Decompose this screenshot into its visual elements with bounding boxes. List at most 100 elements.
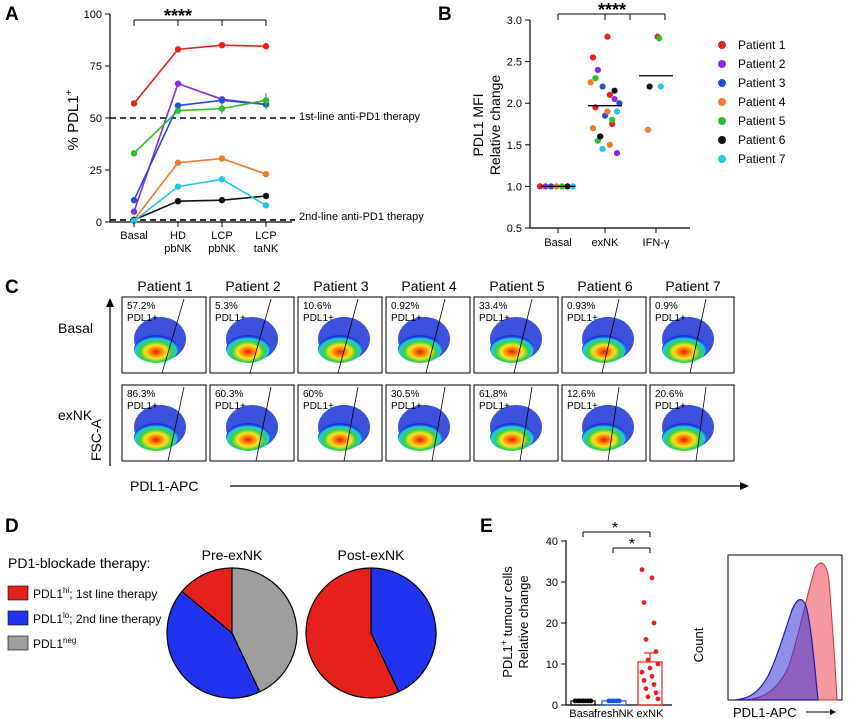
panel-e-xlabel: freshNK xyxy=(594,708,634,719)
panel-b-xlabel: Basal xyxy=(544,237,572,249)
panel-b-ytick-label: 1.5 xyxy=(507,140,522,152)
panel-e-significance: * * xyxy=(582,520,651,553)
flow-gate-line xyxy=(695,386,707,462)
panel-b-significance: **** xyxy=(557,0,666,20)
pie-legend-label: PDL1neg xyxy=(33,636,76,651)
flow-cloud-inner xyxy=(398,423,442,451)
gate-percent: 60.3% xyxy=(215,389,243,400)
panel-b-legend-dot xyxy=(718,136,726,144)
panel-a-ylabel: % PDL1+ xyxy=(64,89,82,150)
panel-b-point xyxy=(599,83,606,90)
panel-e-sig-star-1: * xyxy=(612,520,618,537)
flow-gate-line xyxy=(431,386,446,462)
flow-plot: 33.4%PDL1+ xyxy=(473,296,559,374)
histogram-blue-trace xyxy=(733,599,819,701)
panel-a-series-line xyxy=(133,178,267,222)
fsc-axis-label: FSC-A xyxy=(88,418,104,461)
panel-b-legend-dot xyxy=(718,98,726,106)
panel-b-point xyxy=(657,83,664,90)
panel-e-bar-chart: 0 10 20 30 40 * * PDL1+ tumour cells Relativ… xyxy=(499,520,843,719)
panel-label-d: D xyxy=(5,516,19,537)
flow-plot: 61.8%PDL1+ xyxy=(473,384,559,462)
pie-slice xyxy=(181,567,233,635)
pie-slice xyxy=(305,567,400,699)
panel-e-sig-star-2: * xyxy=(629,536,635,553)
panel-b-ytick-label: 1.0 xyxy=(507,181,522,193)
gate-label: PDL1+ xyxy=(391,401,422,412)
panel-a-line-chart: 0 25 50 75 100 1st-line anti-PD1 therapy 2nd-… xyxy=(64,6,424,255)
flow-plot: 20.6%PDL1+ xyxy=(649,384,735,462)
panel-b-point xyxy=(599,145,606,153)
panel-e-point xyxy=(641,678,647,683)
patient-column-title: Patient 6 xyxy=(577,278,632,294)
flow-plot: 57.2%PDL1+ xyxy=(121,296,207,374)
flow-plot: 60.3%PDL1+ xyxy=(209,384,295,462)
gate-label: PDL1+ xyxy=(127,401,158,412)
pie-title-post: Post-exNK xyxy=(338,547,406,563)
panel-a-point xyxy=(130,100,138,107)
panel-b-point xyxy=(616,100,623,107)
panel-b-legend-dot xyxy=(718,60,726,68)
panel-a-point xyxy=(174,159,182,166)
patient-column-title: Patient 1 xyxy=(137,278,192,294)
panel-e-ytick-label: 10 xyxy=(546,659,558,671)
panel-e-point xyxy=(651,682,657,687)
panel-b-ytick-label: 3.0 xyxy=(507,15,522,27)
gate-label: PDL1+ xyxy=(215,401,246,412)
patient-column-title: Patient 4 xyxy=(401,278,456,294)
panel-b-legend-label: Patient 2 xyxy=(738,57,786,71)
panel-b-xlabel: IFN-γ xyxy=(643,237,670,249)
flow-plot: 0.9%PDL1+ xyxy=(649,296,735,374)
gate-label: PDL1+ xyxy=(127,313,158,324)
panel-a-point xyxy=(174,102,182,109)
flow-plot: 86.3%PDL1+ xyxy=(121,384,207,462)
flow-cloud-inner xyxy=(134,423,178,451)
panel-a-series-line xyxy=(133,99,267,201)
panel-e-point xyxy=(641,600,647,605)
panel-b-point xyxy=(644,126,652,133)
panel-b-legend-dot xyxy=(718,41,726,49)
fsc-arrow-head xyxy=(106,298,114,307)
gate-percent: 10.6% xyxy=(303,301,331,312)
flow-cloud-inner xyxy=(662,335,706,363)
panel-a-point xyxy=(174,107,182,114)
panel-a-point xyxy=(262,202,270,209)
gate-label: PDL1+ xyxy=(479,313,510,324)
gate-percent: 0.92% xyxy=(391,301,419,312)
panel-e-point xyxy=(653,690,659,696)
flow-plot: 0.92%PDL1+ xyxy=(385,296,471,374)
panel-a-ref-label: 2nd-line anti-PD1 therapy xyxy=(299,211,424,223)
flow-cloud-inner xyxy=(490,335,534,363)
panel-a-xlabel: HD xyxy=(170,230,186,242)
panel-a-point xyxy=(174,198,182,205)
pie-legend-swatch xyxy=(7,585,29,601)
histogram-x-arrow-head xyxy=(830,709,836,715)
panel-a-xlabel: pbNK xyxy=(208,243,236,255)
flow-gate-line xyxy=(519,386,533,462)
panel-e-point xyxy=(643,637,649,642)
panel-a-point xyxy=(262,192,270,200)
panel-b-point xyxy=(592,75,599,82)
panel-b-legend-label: Patient 3 xyxy=(738,76,786,90)
panel-b-ytick-label: 0.5 xyxy=(507,223,522,235)
flow-cloud-inner xyxy=(318,335,362,363)
panel-b-significance-stars: **** xyxy=(598,0,626,20)
pdl1-apc-axis-label: PDL1-APC xyxy=(130,478,198,494)
panel-e-ytick-label: 30 xyxy=(546,577,558,589)
panel-d-title: PD1-blockade therapy: xyxy=(8,555,150,571)
panel-b-point xyxy=(587,79,594,86)
panel-a-series-line xyxy=(133,157,267,221)
gate-label: PDL1+ xyxy=(567,313,598,324)
panel-label-a: A xyxy=(5,4,19,25)
flow-cloud-inner xyxy=(662,423,706,451)
gate-percent: 60% xyxy=(303,389,323,400)
panel-a-point xyxy=(218,155,226,162)
panel-b-legend-dot xyxy=(718,79,726,87)
panel-e-point xyxy=(645,657,651,663)
gate-percent: 30.5% xyxy=(391,389,419,400)
panel-e-ylabel-line1: PDL1+ tumour cells xyxy=(499,566,515,678)
flow-gate-line xyxy=(601,298,620,374)
panel-a-ytick-label: 50 xyxy=(90,113,102,125)
panel-b-point xyxy=(604,33,611,40)
